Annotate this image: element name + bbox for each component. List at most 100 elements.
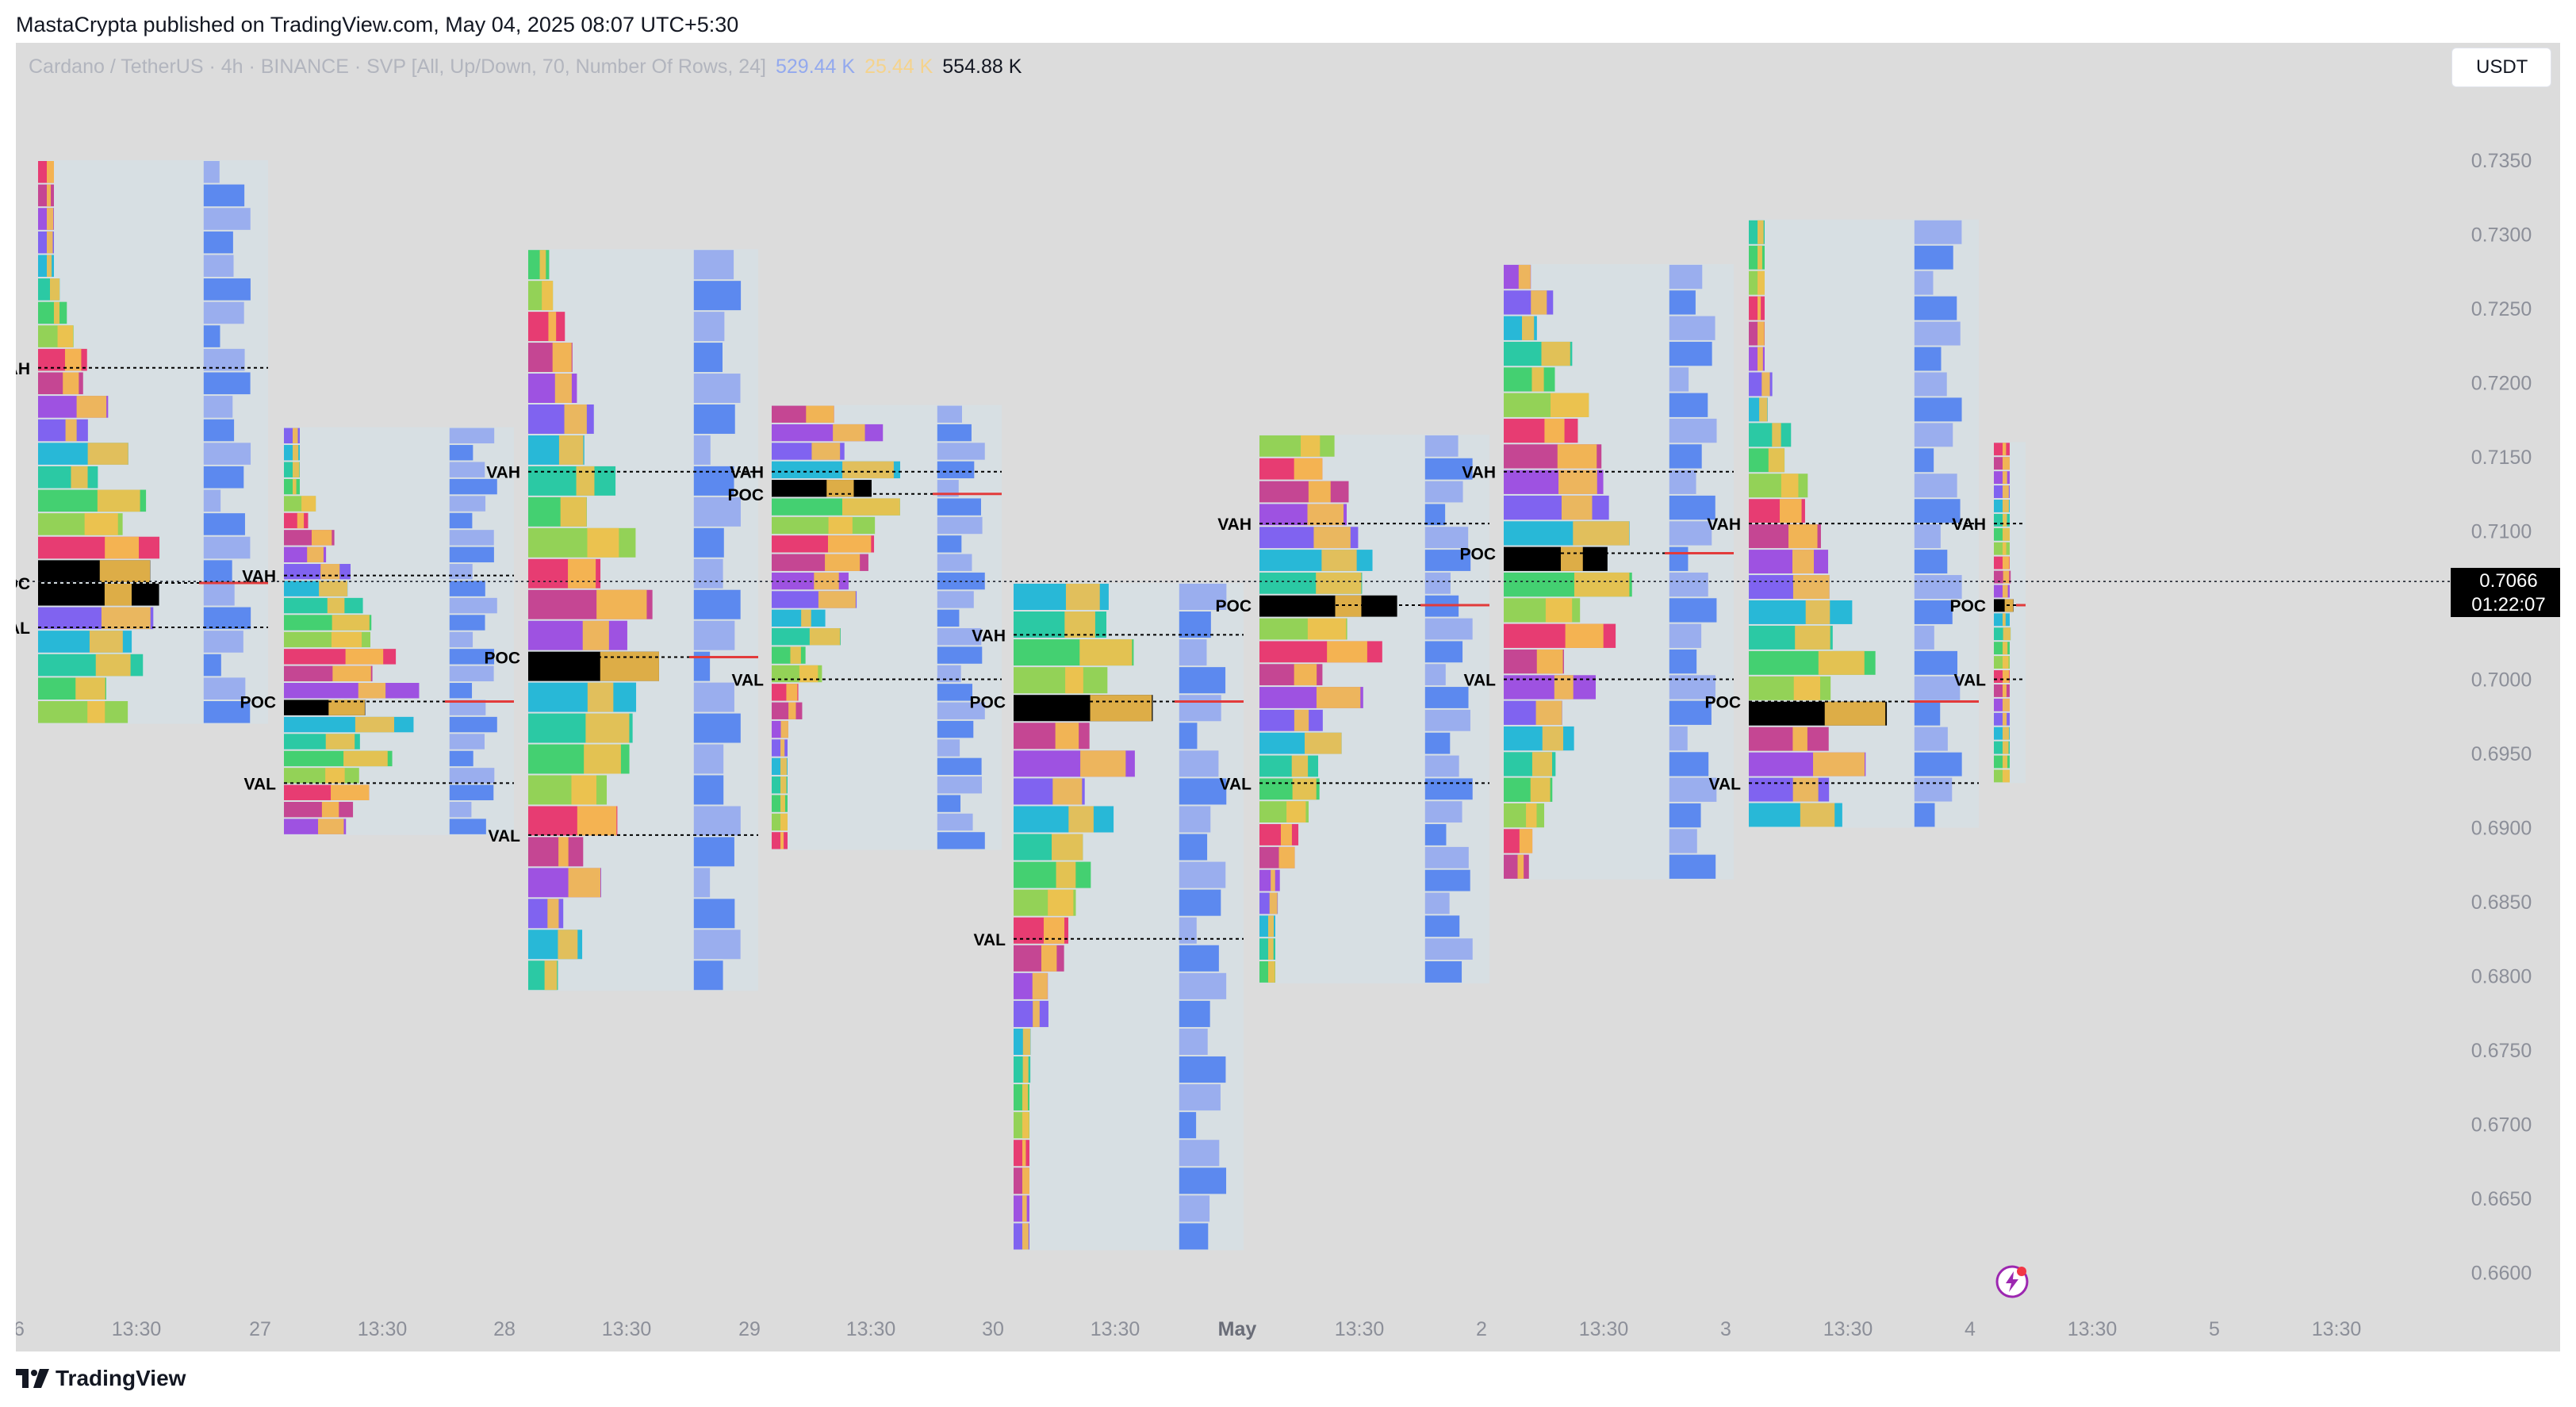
vah-label: VAH [1462, 464, 1496, 482]
profile-row-down [2003, 727, 2010, 740]
currency-button[interactable]: USDT [2451, 48, 2551, 87]
profile-row-down [99, 560, 151, 582]
profile-row-down [1519, 829, 1533, 853]
profile-row-down [57, 325, 74, 347]
publisher-caption: MastaCrypta published on TradingView.com… [16, 13, 739, 36]
delta-row [693, 620, 735, 650]
profile-row-down [331, 784, 370, 800]
profile-row-down [1321, 550, 1357, 571]
profile-row-down [1048, 889, 1074, 916]
profile-row [1259, 755, 1319, 777]
profile-row-down [318, 819, 344, 834]
delta-row [1914, 600, 1953, 624]
profile-row-down [1758, 347, 1763, 371]
profile-row-down [554, 374, 572, 403]
delta-row [1179, 1000, 1210, 1027]
profile-row-down [1068, 806, 1094, 833]
delta-row [1914, 296, 1957, 320]
vah-label: VAH [242, 568, 276, 586]
profile-row [772, 795, 788, 812]
price-axis-label: 0.6850 [2471, 891, 2532, 914]
profile-row-down [2003, 513, 2007, 527]
profile-row-down [1022, 1167, 1029, 1194]
profile-row-down [584, 744, 621, 774]
price-axis-label: 0.7150 [2471, 447, 2532, 469]
profile-row-down [558, 837, 569, 867]
profile-row-down [1291, 755, 1309, 777]
delta-row [1179, 723, 1198, 750]
profile-row-down [571, 775, 596, 805]
time-axis-label: 5 [2209, 1318, 2220, 1340]
price-axis-label: 0.6600 [2471, 1263, 2532, 1285]
profile-row-down [1308, 481, 1331, 503]
profile-row-down [1064, 611, 1095, 638]
profile-row-down [582, 620, 609, 650]
val-label: VAL [732, 672, 765, 690]
price-axis-label: 0.7300 [2471, 224, 2532, 247]
delta-row [203, 677, 246, 700]
profile-row-down [1286, 801, 1306, 823]
delta-row [449, 665, 494, 682]
profile-row-down [568, 868, 601, 898]
profile-row-down [600, 651, 659, 681]
delta-row [937, 813, 973, 831]
delta-row [693, 713, 741, 743]
profile-row [528, 682, 637, 712]
profile-row-down [1518, 264, 1531, 289]
chart-pane[interactable]: VAH POC VAL VAH POC VAL VAH POC VAL VAH POC VAL VAH P… [16, 43, 2560, 1351]
delta-row [1179, 750, 1219, 777]
profile-row-down [1761, 372, 1770, 397]
profile-row [284, 768, 359, 784]
vah-label: VAH [1952, 516, 1986, 534]
delta-row [1179, 1195, 1210, 1222]
lightning-alert-icon[interactable] [1995, 1264, 2030, 1299]
delta-row [1669, 367, 1689, 392]
delta-row [449, 581, 485, 596]
delta-row [937, 832, 985, 849]
delta-row [937, 684, 973, 701]
volume-profile-plot[interactable]: VAH POC VAL VAH POC VAL VAH POC VAL VAH POC VAL VAH P… [16, 43, 2560, 1351]
profile-row [528, 527, 636, 558]
delta-row [1424, 938, 1473, 960]
legend-up-volume: 529.44 K [776, 56, 856, 78]
profile-row-down [1022, 1195, 1027, 1222]
delta-row [449, 700, 486, 715]
delta-row [693, 496, 741, 527]
delta-row [1424, 618, 1473, 640]
poc-label: POC [240, 694, 276, 712]
vah-label: VAH [730, 464, 764, 482]
profile-row-down [1305, 732, 1342, 754]
delta-row [937, 443, 985, 460]
tradingview-logo[interactable]: TradingView [16, 1366, 186, 1391]
delta-row [203, 443, 251, 465]
delta-row [1179, 611, 1211, 638]
price-axis-label: 0.6650 [2471, 1188, 2532, 1210]
profile-row-down [1541, 341, 1570, 366]
profile-row [1749, 473, 1808, 498]
profile-row [1259, 709, 1323, 731]
profile-row-down [47, 161, 54, 183]
profile-row-down [1022, 1140, 1026, 1167]
session-box [1259, 434, 1489, 983]
profile-row-down [1041, 945, 1057, 972]
profile-row-down [1545, 598, 1573, 623]
profile-row-down [788, 702, 796, 719]
vah-label: VAH [972, 627, 1006, 645]
price-axis-label: 0.7000 [2471, 669, 2532, 692]
profile-row-down [2003, 485, 2009, 498]
profile-row [1749, 550, 1829, 574]
profile-row-down [1022, 1223, 1029, 1250]
legend-down-volume: 25.44 K [864, 56, 933, 78]
session-profile-27: VAH POC VAL [240, 427, 514, 835]
profile-row [1014, 667, 1108, 694]
delta-row [693, 651, 711, 681]
profile-row-down [1573, 521, 1630, 546]
delta-row [1914, 397, 1962, 422]
profile-row [1259, 824, 1299, 845]
profile-row [284, 564, 351, 580]
time-axis-label: 27 [249, 1318, 271, 1340]
profile-row [284, 597, 363, 614]
profile-row-down [1335, 595, 1362, 617]
price-axis-label: 0.6750 [2471, 1040, 2532, 1062]
profile-row-down [833, 424, 865, 442]
